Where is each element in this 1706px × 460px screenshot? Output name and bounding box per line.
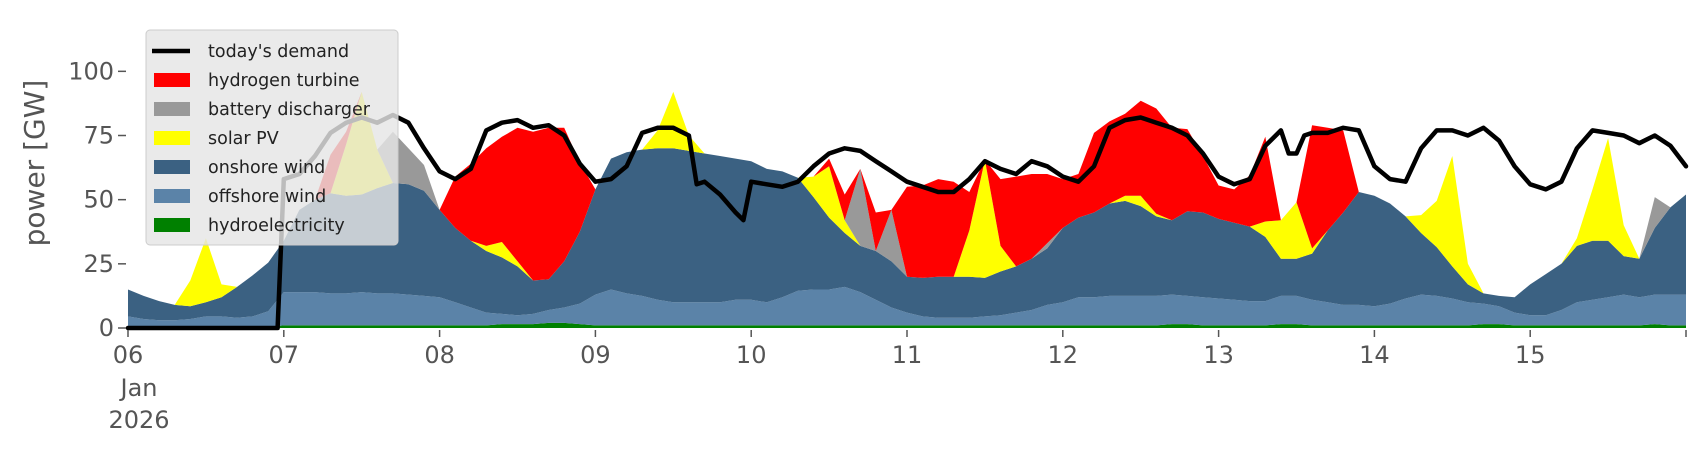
legend: today's demand hydrogen turbine battery di… [145, 29, 399, 246]
y-tick-label: 100 [68, 57, 114, 85]
x-tick-label: 09 [580, 341, 611, 369]
legend-label: offshore wind [208, 187, 326, 207]
legend-label: hydrogen turbine [208, 71, 360, 91]
legend-label: onshore wind [208, 158, 325, 178]
legend-label: today's demand [208, 42, 349, 62]
legend-label: solar PV [208, 129, 279, 149]
legend-label: battery discharger [208, 100, 371, 120]
legend-label: hydroelectricity [208, 216, 345, 236]
area-series-layer [128, 91, 1686, 328]
x-tick-label: 13 [1203, 341, 1234, 369]
legend-swatch [154, 73, 190, 87]
demand-line [125, 112, 1689, 331]
area-onshore-wind [128, 148, 1686, 321]
x-tick-sublabel: Jan [119, 374, 158, 402]
y-tick-label: 25 [83, 250, 114, 278]
x-tick-label: 07 [269, 341, 300, 369]
legend-swatch [154, 131, 190, 145]
legend-swatch [154, 218, 190, 232]
area-solar-pv [128, 91, 1686, 307]
y-tick-label: 0 [99, 314, 114, 342]
x-tick-label: 12 [1048, 341, 1079, 369]
y-axis-title: power [GW] [18, 80, 51, 247]
x-tick-label: 15 [1515, 341, 1546, 369]
x-tick-sublabel: 2026 [108, 406, 169, 434]
area-hydroelectricity [128, 322, 1686, 328]
area-hydrogen-turbine [128, 91, 1686, 305]
legend-swatch [154, 189, 190, 203]
x-tick-label: 06 [113, 341, 144, 369]
x-tick-label: 11 [892, 341, 923, 369]
legend-swatch [154, 160, 190, 174]
axes: 0 25 50 75 100 06 Jan 2026 07 08 09 10 11 12 13 14 15 [68, 57, 1687, 434]
x-tick-label: 08 [424, 341, 455, 369]
y-tick-label: 75 [83, 122, 114, 150]
x-tick-label: 10 [736, 341, 767, 369]
y-tick-label: 50 [83, 186, 114, 214]
legend-swatch [154, 102, 190, 116]
demand-line-layer [125, 112, 1689, 331]
legend-box [145, 29, 399, 246]
x-tick-label: 14 [1359, 341, 1390, 369]
area-offshore-wind [128, 286, 1686, 327]
